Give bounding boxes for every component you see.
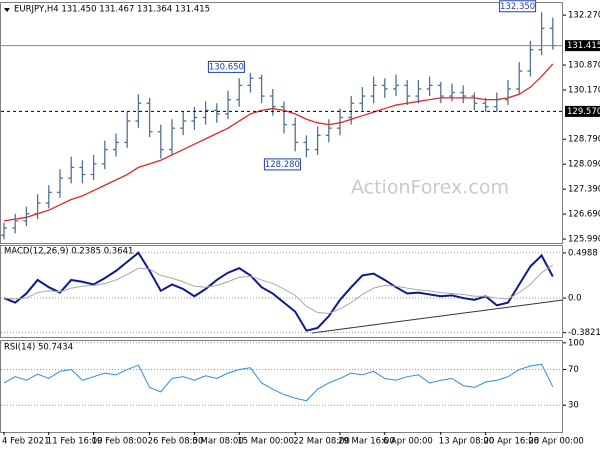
y-tick-label: 128.790 xyxy=(568,135,600,145)
x-tick-label: 28 Apr 00:00 xyxy=(528,437,583,447)
line-series xyxy=(3,251,554,332)
y-tick-label: 130.870 xyxy=(568,61,600,71)
y-tick-label: 0.0 xyxy=(568,294,582,304)
annotation-box xyxy=(263,158,301,171)
x-tick-label: 11 Feb 16:00 xyxy=(47,437,103,447)
x-tick-label: 15 Mar 00:00 xyxy=(237,437,294,447)
y-tick-label: 132.270 xyxy=(568,11,600,21)
annotation-box xyxy=(207,60,245,73)
x-tick-label: 26 Feb 08:00 xyxy=(148,437,204,447)
line-series xyxy=(3,264,554,314)
line-series xyxy=(3,363,554,402)
x-tick-label: 22 Mar 08:00 xyxy=(293,437,350,447)
annotation-label: 130.650 xyxy=(209,62,244,72)
x-tick-label: 6 Apr 00:00 xyxy=(383,437,433,447)
price-tag-label: 131.415 xyxy=(567,41,600,51)
y-tick-label: -0.3821 xyxy=(568,328,600,338)
trendline xyxy=(311,299,564,334)
price-tag xyxy=(565,40,600,52)
y-tick-label: 0.4988 xyxy=(568,248,598,258)
collapse-icon xyxy=(4,8,10,12)
x-tick-label: 4 Feb 2021 xyxy=(2,437,50,447)
y-tick-label: 70 xyxy=(568,365,579,375)
y-tick-label: 127.390 xyxy=(568,185,600,195)
x-tick-label: 29 Mar 16:00 xyxy=(338,437,395,447)
moving-average xyxy=(3,63,554,222)
y-tick-label: 30 xyxy=(568,401,579,411)
x-tick-label: 19 Feb 08:00 xyxy=(92,437,148,447)
x-tick-label: 20 Apr 16:00 xyxy=(484,437,539,447)
y-tick-label: 125.990 xyxy=(568,235,600,245)
macd-title: MACD(12,26,9) 0.2385 0.3641 xyxy=(4,247,133,257)
main-panel xyxy=(0,2,563,244)
y-tick-label: 100 xyxy=(568,338,584,348)
y-tick-label: 126.690 xyxy=(568,210,600,220)
chart-title: EURJPY,H4 131.450 131.467 131.364 131.41… xyxy=(14,5,210,15)
annotation-label: 128.280 xyxy=(265,160,300,170)
y-tick-label: 130.170 xyxy=(568,86,600,96)
x-tick-label: 5 Mar 08:00 xyxy=(192,437,243,447)
annotation-label: 132.350 xyxy=(500,2,535,12)
rsi-panel xyxy=(0,340,563,433)
annotation-box xyxy=(499,0,537,13)
y-tick-label: 128.090 xyxy=(568,160,600,170)
watermark: ActionForex.com xyxy=(351,177,509,199)
macd-panel xyxy=(0,245,563,338)
rsi-title: RSI(14) 50.7434 xyxy=(4,343,73,353)
price-tag-label: 129.570 xyxy=(567,107,600,117)
x-tick-label: 13 Apr 08:00 xyxy=(439,437,494,447)
price-tag xyxy=(565,105,600,117)
